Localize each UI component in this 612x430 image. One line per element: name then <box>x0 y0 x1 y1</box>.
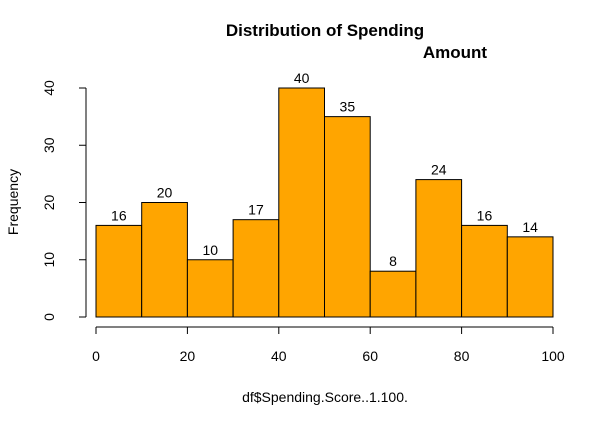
chart-title-line-2: Amount <box>423 43 488 62</box>
bar-count-label-5: 35 <box>340 99 356 115</box>
chart-title-line-1: Distribution of Spending <box>226 21 424 40</box>
bar-count-label-0: 16 <box>111 207 127 223</box>
x-tick-label-4: 80 <box>454 348 470 364</box>
x-tick-label-5: 100 <box>541 348 565 364</box>
bar-count-label-6: 8 <box>389 253 397 269</box>
bar-count-label-3: 17 <box>248 202 264 218</box>
bars-group <box>95 87 554 318</box>
x-axis-title: df$Spending.Score..1.100. <box>242 389 408 405</box>
histogram-bar-0 <box>95 224 143 318</box>
x-tick-label-1: 20 <box>180 348 196 364</box>
histogram-bar-6 <box>369 270 417 318</box>
histogram-bar-4 <box>278 87 325 318</box>
histogram-bar-7 <box>415 179 463 318</box>
bar-count-label-1: 20 <box>157 185 173 201</box>
x-tick-label-2: 40 <box>271 348 287 364</box>
bar-count-label-2: 10 <box>202 242 218 258</box>
bar-count-label-4: 40 <box>294 70 310 86</box>
histogram-bar-2 <box>186 259 234 318</box>
y-axis: 0 10 20 30 40 <box>41 80 87 321</box>
histogram-bar-8 <box>461 224 508 318</box>
histogram-bar-5 <box>324 116 371 318</box>
bar-count-label-8: 16 <box>477 207 493 223</box>
bar-count-label-7: 24 <box>431 162 447 178</box>
histogram-bar-1 <box>141 202 188 318</box>
x-axis: 0 20 40 60 80 100 <box>92 326 565 364</box>
histogram-bar-3 <box>232 219 280 318</box>
x-tick-label-3: 60 <box>362 348 378 364</box>
bar-labels-group: 16 20 10 17 40 35 8 24 16 14 <box>111 70 538 269</box>
y-tick-label-4: 40 <box>41 80 57 96</box>
y-tick-label-0: 0 <box>41 313 57 321</box>
y-tick-label-3: 30 <box>41 137 57 153</box>
bar-count-label-9: 14 <box>522 219 538 235</box>
histogram-bar-9 <box>506 236 554 318</box>
y-axis-title: Frequency <box>5 169 21 235</box>
y-tick-label-2: 20 <box>41 195 57 211</box>
y-tick-label-1: 10 <box>41 252 57 268</box>
x-tick-label-0: 0 <box>92 348 100 364</box>
